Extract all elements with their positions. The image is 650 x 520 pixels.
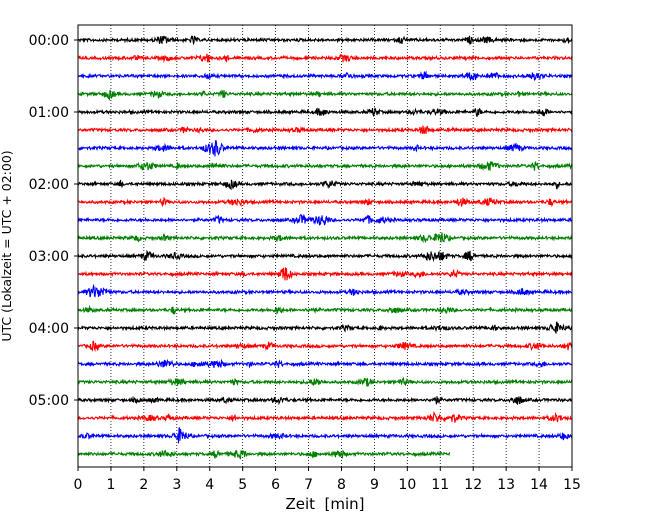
trace-row-21 <box>77 395 573 406</box>
trace-row-24 <box>77 449 451 460</box>
trace-row-5 <box>77 106 573 118</box>
trace-row-14 <box>77 267 573 281</box>
x-tick-label: 3 <box>172 477 181 493</box>
x-axis: 0 1 2 3 4 5 6 7 8 9 10 11 12 13 14 15 <box>74 467 581 493</box>
x-tick-label: 8 <box>337 477 346 493</box>
trace-row-11 <box>77 213 573 226</box>
trace-row-19 <box>77 358 573 369</box>
trace-row-3 <box>77 70 573 82</box>
y-tick-label: 04:00 <box>29 321 69 337</box>
x-tick-label: 6 <box>271 477 280 493</box>
x-tick-label: 13 <box>497 477 515 493</box>
y-tick-label: 05:00 <box>29 393 69 409</box>
trace-row-20 <box>77 376 573 387</box>
trace-row-15 <box>77 283 573 298</box>
trace-row-13 <box>77 249 573 263</box>
trace-row-22 <box>77 410 573 423</box>
trace-row-23 <box>77 427 573 444</box>
plot-area <box>77 24 573 468</box>
trace-row-10 <box>77 197 573 208</box>
trace-row-12 <box>77 232 573 244</box>
y-tick-label: 00:00 <box>29 33 69 49</box>
x-tick-label: 2 <box>139 477 148 493</box>
x-tick-label: 5 <box>238 477 247 493</box>
trace-row-4 <box>77 89 573 101</box>
x-tick-label: 9 <box>370 477 379 493</box>
y-axis: 00:00 01:00 02:00 03:00 04:00 05:00 <box>29 33 78 409</box>
trace-row-1 <box>77 35 573 46</box>
x-tick-label: 0 <box>74 477 83 493</box>
plot-frame <box>77 24 573 468</box>
x-tick-label: 12 <box>464 477 482 493</box>
x-tick-label: 14 <box>530 477 548 493</box>
y-tick-label: 02:00 <box>29 177 69 193</box>
x-tick-label: 7 <box>304 477 313 493</box>
trace-row-6 <box>77 125 573 135</box>
x-tick-label: 11 <box>431 477 449 493</box>
y-tick-label: 01:00 <box>29 105 69 121</box>
trace-row-8 <box>77 160 573 171</box>
x-tick-label: 4 <box>205 477 214 493</box>
x-tick-label: 15 <box>563 477 581 493</box>
trace-row-16 <box>77 304 573 316</box>
y-tick-label: 03:00 <box>29 249 69 265</box>
trace-row-2 <box>77 53 573 63</box>
trace-row-17 <box>77 321 573 334</box>
trace-row-9 <box>77 179 573 191</box>
y-axis-label: UTC (Lokalzeit = UTC + 02:00) <box>0 150 14 341</box>
trace-row-7 <box>77 139 573 157</box>
x-tick-label: 1 <box>106 477 115 493</box>
x-tick-label: 10 <box>398 477 416 493</box>
x-axis-label: Zeit [min] <box>285 495 364 513</box>
trace-row-18 <box>77 340 573 352</box>
